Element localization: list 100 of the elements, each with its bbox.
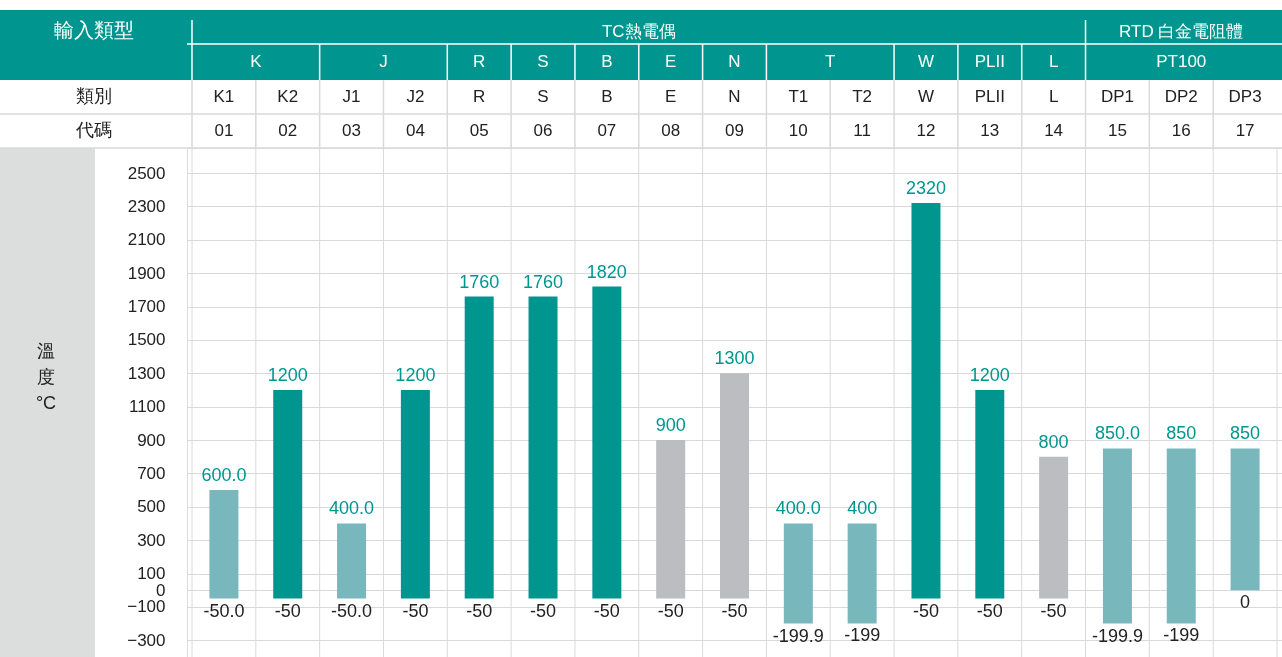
text: 01 xyxy=(214,121,234,140)
annotation: -50 xyxy=(274,600,301,621)
annotation: 1760 xyxy=(459,271,500,292)
y-tick-label: 1500 xyxy=(127,330,166,350)
annotation: 900 xyxy=(655,415,686,436)
annotation: 1200 xyxy=(969,364,1010,385)
x-tick-label: DP3 xyxy=(1228,87,1262,106)
bar xyxy=(783,523,813,624)
x-tick-label: DP1 xyxy=(1100,87,1134,106)
text: R xyxy=(473,52,486,71)
bar xyxy=(656,440,686,599)
annotation: 1200 xyxy=(395,364,436,385)
annotation: 1200 xyxy=(267,364,308,385)
text: J xyxy=(379,52,388,71)
y-tick-label: 700 xyxy=(137,463,166,483)
bar xyxy=(273,389,303,599)
annotation: -50.0 xyxy=(331,600,373,621)
y-tick-label: 900 xyxy=(137,430,166,450)
x-tick-label: PLII xyxy=(974,87,1005,106)
y-tick-label: −100 xyxy=(127,597,166,617)
annotation: -50 xyxy=(593,600,620,621)
bar xyxy=(209,490,239,599)
annotation: -199 xyxy=(1163,625,1200,646)
annotation: -50 xyxy=(976,600,1003,621)
text: 15 xyxy=(1107,121,1127,140)
x-tick-label: N xyxy=(728,87,741,106)
text: 代碼 xyxy=(74,120,112,140)
y-tick-label: 2500 xyxy=(127,163,166,183)
y-tick-label: 2300 xyxy=(127,196,166,216)
bar xyxy=(720,373,749,599)
text: K xyxy=(250,52,263,71)
text: L xyxy=(1048,52,1059,71)
annotation: 800 xyxy=(1038,431,1069,452)
text: 06 xyxy=(533,121,553,140)
annotation: -50 xyxy=(402,600,429,621)
x-tick-label: J2 xyxy=(406,87,425,106)
text: 08 xyxy=(661,121,681,140)
annotation: -50 xyxy=(657,600,684,621)
y-tick-label: 2100 xyxy=(127,230,166,250)
y-tick-label: 500 xyxy=(137,497,166,517)
annotation: 850 xyxy=(1230,423,1261,444)
text: 02 xyxy=(278,121,298,140)
bar xyxy=(975,389,1005,599)
text: T xyxy=(825,52,836,71)
text: TC熱電偶 xyxy=(601,22,676,41)
text: 輸入類型 xyxy=(53,19,134,41)
annotation: 1300 xyxy=(714,348,755,369)
annotation: 1820 xyxy=(586,261,627,282)
y-tick-label: 300 xyxy=(137,530,166,550)
text: 13 xyxy=(980,121,1000,140)
text: 07 xyxy=(597,121,617,140)
annotation: -199.9 xyxy=(1091,625,1143,646)
x-tick-label: B xyxy=(601,87,613,106)
annotation: 1760 xyxy=(523,271,564,292)
bar xyxy=(400,389,430,599)
x-tick-label: DP2 xyxy=(1164,87,1198,106)
text: E xyxy=(665,52,677,71)
bar xyxy=(1039,456,1069,599)
annotation: 400.0 xyxy=(329,498,375,519)
annotation: 0 xyxy=(1240,592,1251,613)
bar xyxy=(847,523,877,624)
x-tick-label: R xyxy=(473,87,486,106)
x-tick-label: J1 xyxy=(342,87,361,106)
text: 17 xyxy=(1235,121,1255,140)
x-tick-label: E xyxy=(665,87,677,106)
x-tick-label: K1 xyxy=(213,87,235,106)
annotation: -199.9 xyxy=(772,625,824,646)
text: 05 xyxy=(469,121,489,140)
y-tick-label: 1900 xyxy=(127,263,166,283)
annotation: 850.0 xyxy=(1094,423,1140,444)
annotation: 850 xyxy=(1166,423,1197,444)
annotation: -50 xyxy=(721,600,748,621)
text: W xyxy=(917,52,934,71)
bar xyxy=(337,523,367,599)
annotation: 600.0 xyxy=(201,465,247,486)
bar xyxy=(592,286,622,599)
x-tick-label: W xyxy=(917,87,934,106)
bar xyxy=(911,203,941,599)
text: B xyxy=(601,52,613,71)
annotation: 400 xyxy=(847,498,878,519)
text: PT100 xyxy=(1156,52,1207,71)
annotation: -50 xyxy=(466,600,493,621)
text: 04 xyxy=(405,121,425,140)
annotation: -50 xyxy=(1040,600,1067,621)
annotation: 400.0 xyxy=(775,498,821,519)
y-axis-title: 溫度 °C xyxy=(35,340,57,413)
y-tick-label: 1700 xyxy=(127,297,166,317)
annotation: -50.0 xyxy=(203,600,245,621)
annotation: -199 xyxy=(844,625,881,646)
annotation: -50 xyxy=(912,600,939,621)
bar xyxy=(1166,448,1196,624)
text: S xyxy=(537,52,549,71)
text: 03 xyxy=(342,121,362,140)
text: N xyxy=(728,52,741,71)
text: 12 xyxy=(916,121,936,140)
x-tick-label: S xyxy=(537,87,549,106)
y-tick-label: −300 xyxy=(127,630,166,650)
bar xyxy=(464,296,494,599)
bar xyxy=(1230,448,1260,591)
text: RTD 白金電阻體 xyxy=(1119,22,1244,41)
